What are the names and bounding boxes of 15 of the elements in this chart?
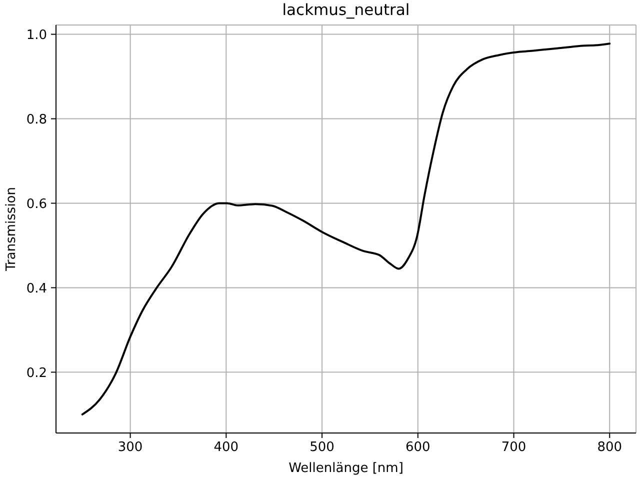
x-tick-label: 600 <box>405 440 430 456</box>
line-series <box>81 42 611 416</box>
y-tick-label: 1.0 <box>26 28 47 43</box>
x-tick-label: 500 <box>310 440 334 456</box>
y-tick-label: 0.4 <box>26 281 47 296</box>
y-tick-label: 0.6 <box>26 196 47 212</box>
x-tick-label: 400 <box>214 440 239 456</box>
x-tick-label: 700 <box>501 440 526 456</box>
chart-title: lackmus_neutral <box>281 1 411 19</box>
x-tick-label: 300 <box>118 440 143 456</box>
y-tick-label: 0.8 <box>26 112 47 128</box>
y-tick-label: 0.2 <box>26 366 47 381</box>
y-axis-title: Transmission <box>4 187 18 272</box>
x-tick-label: 800 <box>597 440 622 456</box>
x-axis-title: Wellenlänge [nm] <box>288 461 404 476</box>
